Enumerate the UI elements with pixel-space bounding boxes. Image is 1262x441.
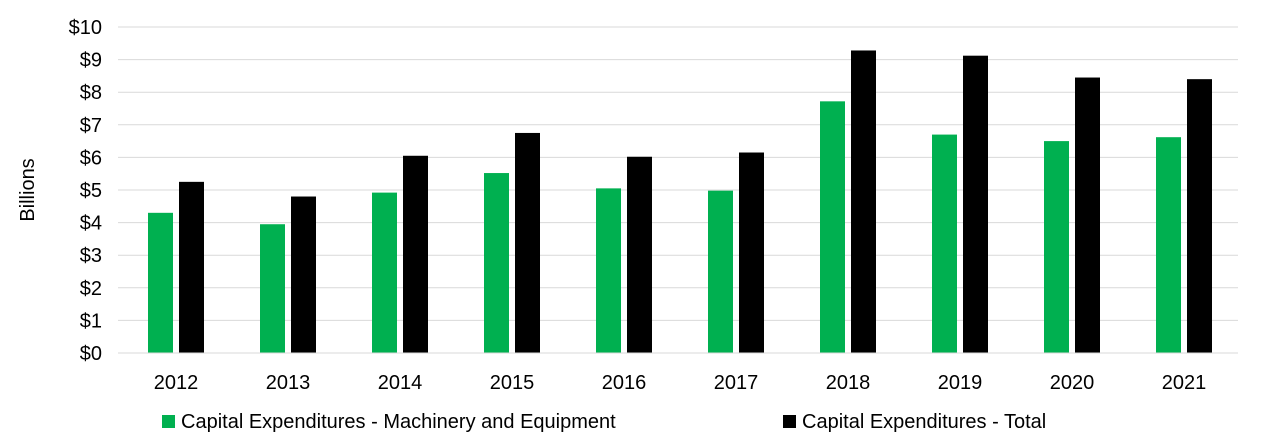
x-tick-label: 2012 (154, 372, 199, 394)
bar-total-2020 (1075, 77, 1100, 353)
legend-swatch (162, 415, 175, 428)
bar-machinery-equipment-2017 (708, 190, 733, 353)
y-tick-label: $0 (80, 343, 102, 365)
bar-total-2019 (963, 55, 988, 354)
bar-machinery-equipment-2015 (484, 173, 509, 353)
x-axis-ticks: 2012 2013 2014 2015 2016 2017 2018 2019 2020 2021 (154, 372, 1207, 394)
y-tick-label: $8 (80, 82, 102, 104)
x-tick-label: 2016 (602, 372, 647, 394)
y-tick-label: $9 (80, 50, 102, 72)
y-tick-label: $3 (80, 245, 102, 267)
legend-label: Capital Expenditures - Machinery and Equ… (181, 411, 616, 433)
x-tick-label: 2021 (1162, 372, 1207, 394)
bar-machinery-equipment-2020 (1044, 141, 1069, 353)
y-tick-label: $7 (80, 115, 102, 137)
y-tick-label: $4 (80, 213, 102, 235)
bar-machinery-equipment-2012 (148, 212, 173, 353)
bar-machinery-equipment-2019 (932, 134, 957, 353)
bar-machinery-equipment-2014 (372, 192, 397, 353)
x-tick-label: 2013 (266, 372, 311, 394)
bar-total-2017 (739, 152, 764, 353)
legend-label: Capital Expenditures - Total (802, 411, 1046, 433)
bar-total-2016 (627, 156, 652, 353)
bar-machinery-equipment-2018 (820, 101, 845, 353)
bar-total-2018 (851, 50, 876, 354)
y-tick-label: $1 (80, 310, 102, 332)
legend: Capital Expenditures - Machinery and Equ… (162, 411, 1046, 433)
bar-machinery-equipment-2016 (596, 188, 621, 353)
x-tick-label: 2019 (938, 372, 983, 394)
bar-total-2012 (179, 181, 204, 353)
x-tick-label: 2014 (378, 372, 423, 394)
y-axis-title: Billions (17, 158, 39, 221)
y-tick-label: $2 (80, 278, 102, 300)
y-axis-ticks: $0 $1 $2 $3 $4 $5 $6 $7 $8 $9 $10 (69, 17, 102, 365)
x-tick-label: 2018 (826, 372, 871, 394)
y-tick-label: $6 (80, 147, 102, 169)
x-tick-label: 2015 (490, 372, 535, 394)
x-tick-label: 2017 (714, 372, 759, 394)
y-tick-label: $5 (80, 180, 102, 202)
legend-swatch (783, 415, 796, 428)
bar-total-2014 (403, 155, 428, 353)
bar-machinery-equipment-2013 (260, 224, 285, 353)
bars-group (148, 50, 1212, 354)
bar-machinery-equipment-2021 (1156, 137, 1181, 353)
gridlines (118, 26, 1238, 321)
bar-total-2021 (1187, 79, 1212, 353)
y-tick-label: $10 (69, 17, 102, 39)
bar-total-2013 (291, 196, 316, 353)
x-tick-label: 2020 (1050, 372, 1095, 394)
bar-total-2015 (515, 132, 540, 353)
